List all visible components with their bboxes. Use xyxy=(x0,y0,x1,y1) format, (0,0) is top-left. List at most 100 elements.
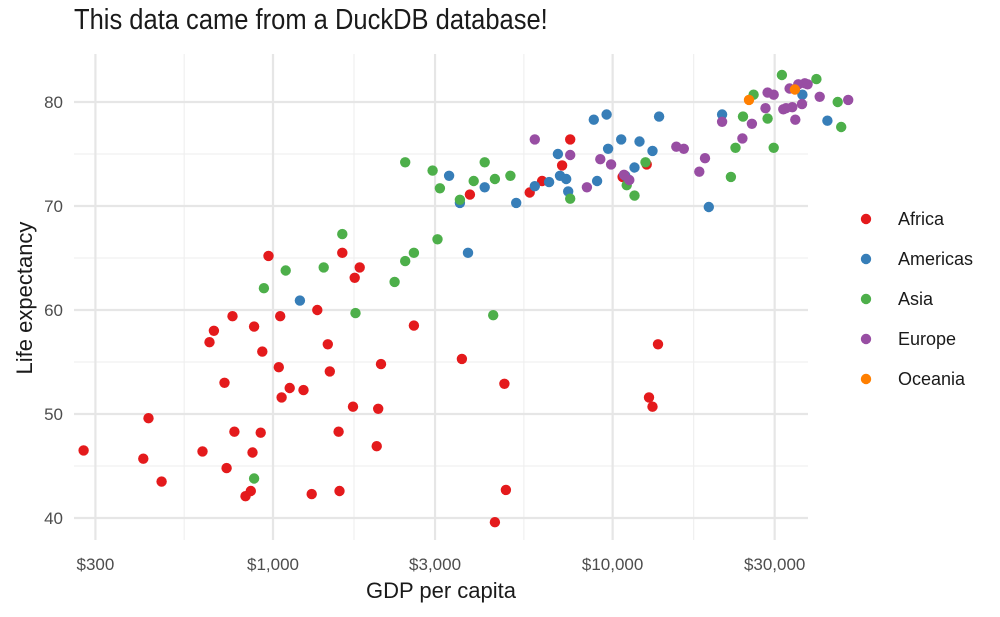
legend-swatch xyxy=(860,333,872,345)
y-tick-label: 60 xyxy=(44,301,63,320)
series-oceania xyxy=(743,84,801,106)
data-point xyxy=(588,114,599,125)
data-point xyxy=(298,384,309,396)
legend-swatch xyxy=(860,293,872,305)
data-point xyxy=(229,426,240,437)
data-point xyxy=(479,182,490,193)
data-point xyxy=(716,109,728,120)
data-point xyxy=(389,276,400,288)
legend-label: Americas xyxy=(898,249,973,269)
data-point xyxy=(204,337,215,348)
data-point xyxy=(716,116,728,128)
data-point xyxy=(776,69,788,81)
data-point xyxy=(760,103,771,114)
data-point xyxy=(543,176,555,188)
legend-item-oceania: Oceania xyxy=(860,369,966,389)
data-point xyxy=(616,134,627,145)
data-point xyxy=(432,234,443,245)
data-point xyxy=(529,181,540,192)
y-axis-ticks: 40 50 60 70 80 xyxy=(44,93,63,528)
data-point xyxy=(143,413,154,424)
data-point xyxy=(248,473,260,484)
data-point xyxy=(294,295,306,306)
data-point xyxy=(280,265,291,276)
data-point xyxy=(208,325,220,336)
data-point xyxy=(703,201,714,213)
data-point xyxy=(255,427,266,438)
legend-item-americas: Americas xyxy=(860,249,973,269)
data-point xyxy=(257,346,268,357)
legend-item-africa: Africa xyxy=(860,209,945,229)
data-point xyxy=(371,441,382,452)
data-point xyxy=(324,366,335,377)
data-point xyxy=(699,153,711,164)
data-point xyxy=(678,143,689,154)
data-point xyxy=(591,175,603,187)
data-point xyxy=(248,321,260,332)
chart-title: This data came from a DuckDB database! xyxy=(74,4,548,36)
data-point xyxy=(768,142,779,153)
data-point xyxy=(400,255,411,267)
data-point xyxy=(595,154,606,165)
data-point xyxy=(489,173,501,185)
y-axis-title: Life expectancy xyxy=(12,222,37,375)
data-point xyxy=(762,113,773,124)
data-point xyxy=(605,159,617,170)
data-point xyxy=(275,311,286,322)
data-point xyxy=(464,189,476,200)
data-point xyxy=(643,392,655,403)
data-point xyxy=(814,91,825,103)
x-axis-title: GDP per capita xyxy=(366,578,517,603)
data-point xyxy=(156,476,167,487)
data-point xyxy=(802,79,813,90)
x-tick-label: $300 xyxy=(76,555,114,574)
data-point xyxy=(811,73,822,85)
legend-swatch xyxy=(860,253,872,265)
data-point xyxy=(227,311,238,322)
data-point xyxy=(601,109,612,120)
data-point xyxy=(333,426,344,437)
data-point xyxy=(746,118,758,129)
data-point xyxy=(647,145,658,157)
data-point xyxy=(219,377,230,388)
data-point xyxy=(443,170,455,181)
data-point xyxy=(258,283,270,294)
data-point xyxy=(350,307,361,319)
legend-label: Oceania xyxy=(898,369,966,389)
data-point xyxy=(624,174,635,186)
legend-swatch xyxy=(860,213,872,225)
legend-label: Africa xyxy=(898,209,945,229)
data-point xyxy=(322,339,333,350)
data-point xyxy=(737,111,749,122)
data-point xyxy=(730,142,741,153)
data-point xyxy=(552,148,564,160)
x-tick-label: $3,000 xyxy=(409,555,461,574)
y-tick-label: 50 xyxy=(44,405,63,424)
data-point xyxy=(565,149,576,161)
data-point xyxy=(408,247,420,258)
x-tick-label: $30,000 xyxy=(744,555,805,574)
data-point xyxy=(796,98,808,110)
data-point xyxy=(822,115,833,126)
data-point xyxy=(737,133,748,144)
legend-item-europe: Europe xyxy=(860,329,956,349)
data-point xyxy=(489,517,501,528)
data-points xyxy=(78,69,854,528)
series-asia xyxy=(248,69,847,484)
data-point xyxy=(790,114,801,125)
data-point xyxy=(373,403,384,414)
data-point xyxy=(78,445,89,456)
data-point xyxy=(629,162,640,173)
data-point xyxy=(832,96,843,108)
data-point xyxy=(843,94,854,106)
data-point xyxy=(349,272,360,283)
data-point xyxy=(138,453,149,464)
data-point xyxy=(284,382,295,394)
data-point xyxy=(276,392,287,403)
data-point xyxy=(434,183,446,194)
data-point xyxy=(629,190,640,201)
data-point xyxy=(789,84,801,95)
data-point xyxy=(221,462,232,474)
data-point xyxy=(505,170,516,181)
series-africa xyxy=(78,134,664,528)
